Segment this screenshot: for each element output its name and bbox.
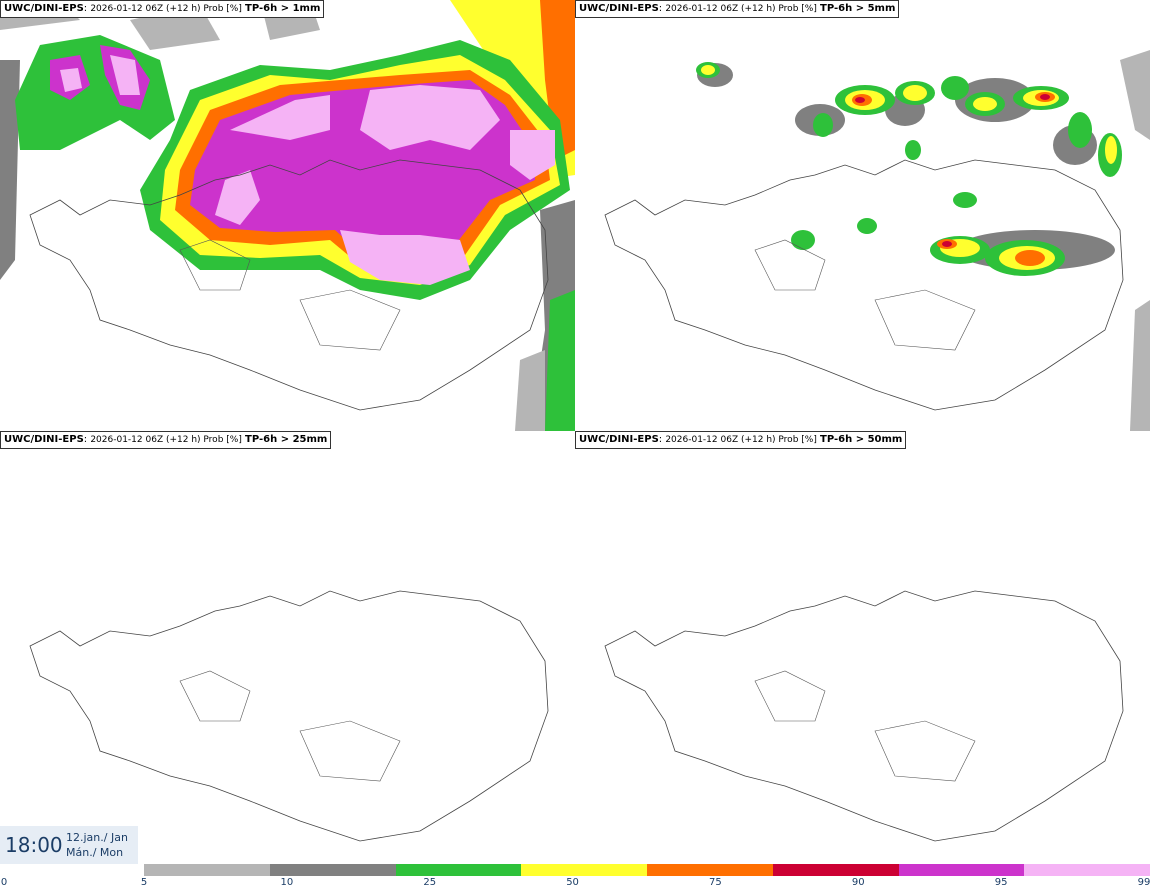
precip-map-5mm — [604, 50, 1150, 431]
colorbar-segment — [898, 864, 1025, 876]
variable-name: TP-6h > 25mm — [245, 434, 328, 445]
colorbar-segment — [647, 864, 773, 876]
variable-name: TP-6h > 5mm — [820, 3, 896, 14]
map-panel-25mm: UWC/DINI-EPS: 2026-01-12 06Z (+12 h) Pro… — [0, 431, 575, 862]
variable-name: TP-6h > 50mm — [820, 434, 903, 445]
precip-map-50mm — [604, 590, 1124, 842]
colorbar-tick-label: 50 — [566, 877, 579, 888]
panel-title: UWC/DINI-EPS: 2026-01-12 06Z (+12 h) Pro… — [0, 0, 325, 18]
colorbar-segment — [395, 864, 522, 876]
colorbar-segment — [1024, 864, 1150, 876]
precip-map-25mm — [29, 590, 549, 842]
date-line-1: 12.jan./ Jan — [66, 831, 128, 844]
colorbar-tick-label: 5 — [140, 877, 148, 888]
map-panel-50mm: UWC/DINI-EPS: 2026-01-12 06Z (+12 h) Pro… — [575, 431, 1150, 862]
run-info: 2026-01-12 06Z (+12 h) Prob [%] — [665, 4, 817, 14]
valid-time-box: 18:00 12.jan./ Jan Mán./ Mon — [0, 826, 138, 864]
colorbar-tick-label: 99 — [1137, 877, 1150, 888]
colorbar-tick-label: 90 — [851, 877, 865, 888]
run-info: 2026-01-12 06Z (+12 h) Prob [%] — [90, 4, 242, 14]
run-info: 2026-01-12 06Z (+12 h) Prob [%] — [90, 435, 242, 445]
valid-time-clock: 18:00 — [5, 833, 63, 857]
run-info: 2026-01-12 06Z (+12 h) Prob [%] — [665, 435, 817, 445]
model-name: UWC/DINI-EPS — [579, 434, 659, 445]
colorbar-segment — [269, 864, 396, 876]
model-name: UWC/DINI-EPS — [579, 3, 659, 14]
colorbar-ticks: 0 5 10 25 50 75 90 95 99 — [0, 877, 1150, 891]
colorbar-segment — [521, 864, 647, 876]
colorbar-tick-label: 25 — [423, 877, 437, 888]
colorbar-tick-label: 0 — [0, 877, 8, 888]
variable-name: TP-6h > 1mm — [245, 3, 321, 14]
map-panel-5mm: UWC/DINI-EPS: 2026-01-12 06Z (+12 h) Pro… — [575, 0, 1150, 431]
probability-colorbar — [144, 864, 1150, 876]
colorbar-tick-label: 75 — [709, 877, 722, 888]
colorbar-tick-label: 95 — [994, 877, 1008, 888]
model-name: UWC/DINI-EPS — [4, 3, 84, 14]
panel-title: UWC/DINI-EPS: 2026-01-12 06Z (+12 h) Pro… — [575, 431, 907, 449]
colorbar-tick-label: 10 — [280, 877, 294, 888]
valid-time-date: 12.jan./ Jan Mán./ Mon — [66, 830, 128, 860]
precip-map-1mm — [0, 0, 575, 431]
model-name: UWC/DINI-EPS — [4, 434, 84, 445]
map-panel-1mm: UWC/DINI-EPS: 2026-01-12 06Z (+12 h) Pro… — [0, 0, 575, 431]
panel-title: UWC/DINI-EPS: 2026-01-12 06Z (+12 h) Pro… — [0, 431, 332, 449]
colorbar-segment — [772, 864, 899, 876]
panel-title: UWC/DINI-EPS: 2026-01-12 06Z (+12 h) Pro… — [575, 0, 900, 18]
colorbar-segment — [144, 864, 270, 876]
date-line-2: Mán./ Mon — [66, 846, 124, 859]
